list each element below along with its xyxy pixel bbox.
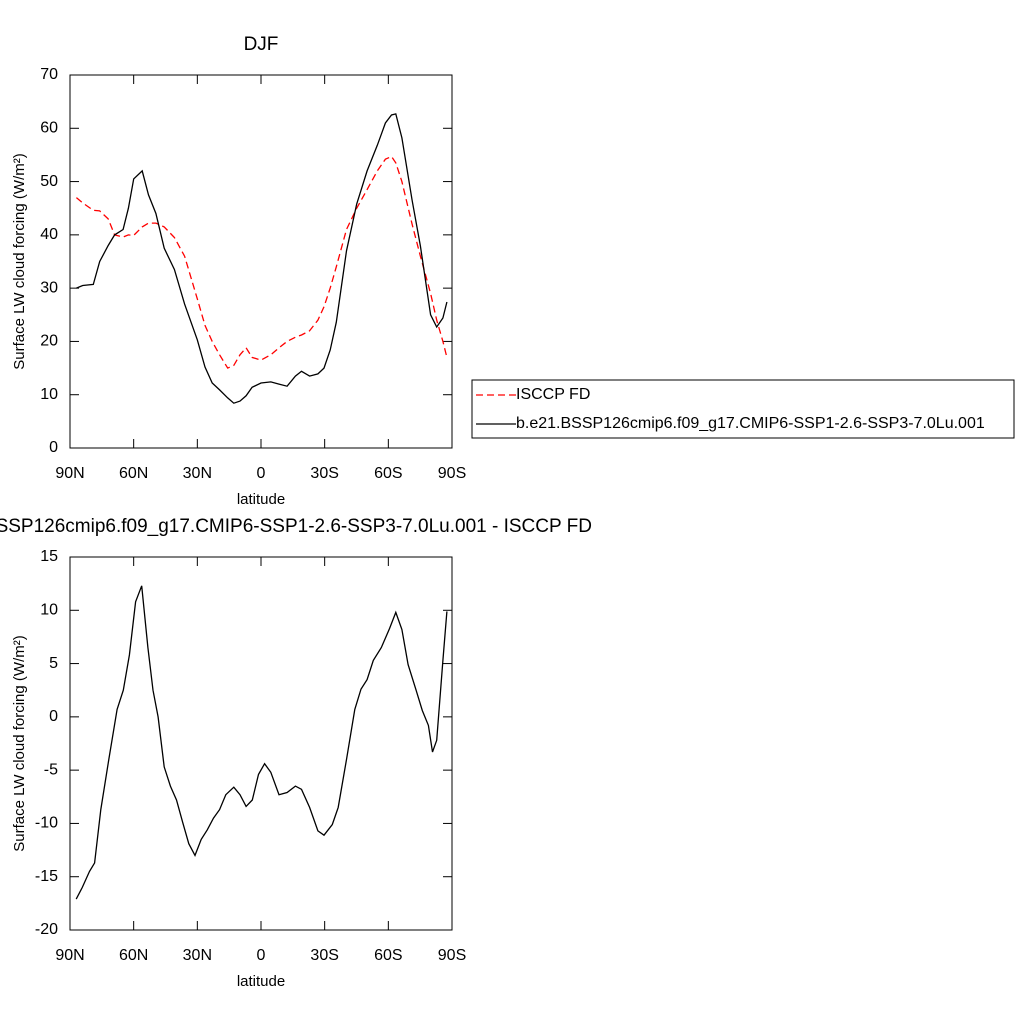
plot-frame — [69, 556, 453, 931]
x-tick-label: 0 — [257, 465, 266, 482]
x-tick-label: 0 — [257, 947, 266, 964]
y-tick-label: -20 — [35, 921, 58, 938]
y-tick-label: -15 — [35, 868, 58, 885]
x-tick-label: 60S — [374, 947, 402, 964]
x-tick-label: 90S — [438, 947, 466, 964]
y-tick-label: 20 — [40, 333, 58, 350]
y-tick-label: 70 — [40, 66, 58, 83]
data-line — [75, 585, 448, 900]
y-tick-label: 10 — [40, 386, 58, 403]
y-axis-label: Surface LW cloud forcing (W/m²) — [11, 153, 28, 369]
y-tick-label: 40 — [40, 226, 58, 243]
x-tick-label: 30N — [183, 465, 212, 482]
y-tick-label: 5 — [49, 655, 58, 672]
chart-title: b.e21.BSSP126cmip6.f09_g17.CMIP6-SSP1-2.… — [0, 516, 592, 537]
legend-label: ISCCP FD — [516, 386, 590, 403]
y-tick-label: 15 — [40, 548, 58, 565]
x-tick-label: 90S — [438, 465, 466, 482]
plot-frame — [69, 74, 453, 449]
y-axis-label: Surface LW cloud forcing (W/m²) — [11, 635, 28, 851]
legend-label: b.e21.BSSP126cmip6.f09_g17.CMIP6-SSP1-2.… — [516, 415, 985, 432]
x-tick-label: 60N — [119, 465, 148, 482]
x-tick-label: 90N — [55, 465, 84, 482]
x-tick-label: 60S — [374, 465, 402, 482]
x-axis-label: latitude — [237, 973, 285, 990]
y-tick-label: 0 — [49, 439, 58, 456]
chart-title: DJF — [244, 34, 279, 55]
y-tick-label: 10 — [40, 602, 58, 619]
data-line — [76, 113, 448, 404]
y-tick-label: 50 — [40, 173, 58, 190]
y-tick-label: -5 — [44, 761, 58, 778]
x-tick-label: 30S — [310, 947, 338, 964]
x-tick-label: 60N — [119, 947, 148, 964]
y-tick-label: 60 — [40, 120, 58, 137]
x-axis-label: latitude — [237, 491, 285, 508]
x-tick-label: 90N — [55, 947, 84, 964]
legend-box — [471, 379, 1015, 439]
x-tick-label: 30S — [310, 465, 338, 482]
y-tick-label: 30 — [40, 279, 58, 296]
x-tick-label: 30N — [183, 947, 212, 964]
y-tick-label: 0 — [49, 708, 58, 725]
y-tick-label: -10 — [35, 815, 58, 832]
